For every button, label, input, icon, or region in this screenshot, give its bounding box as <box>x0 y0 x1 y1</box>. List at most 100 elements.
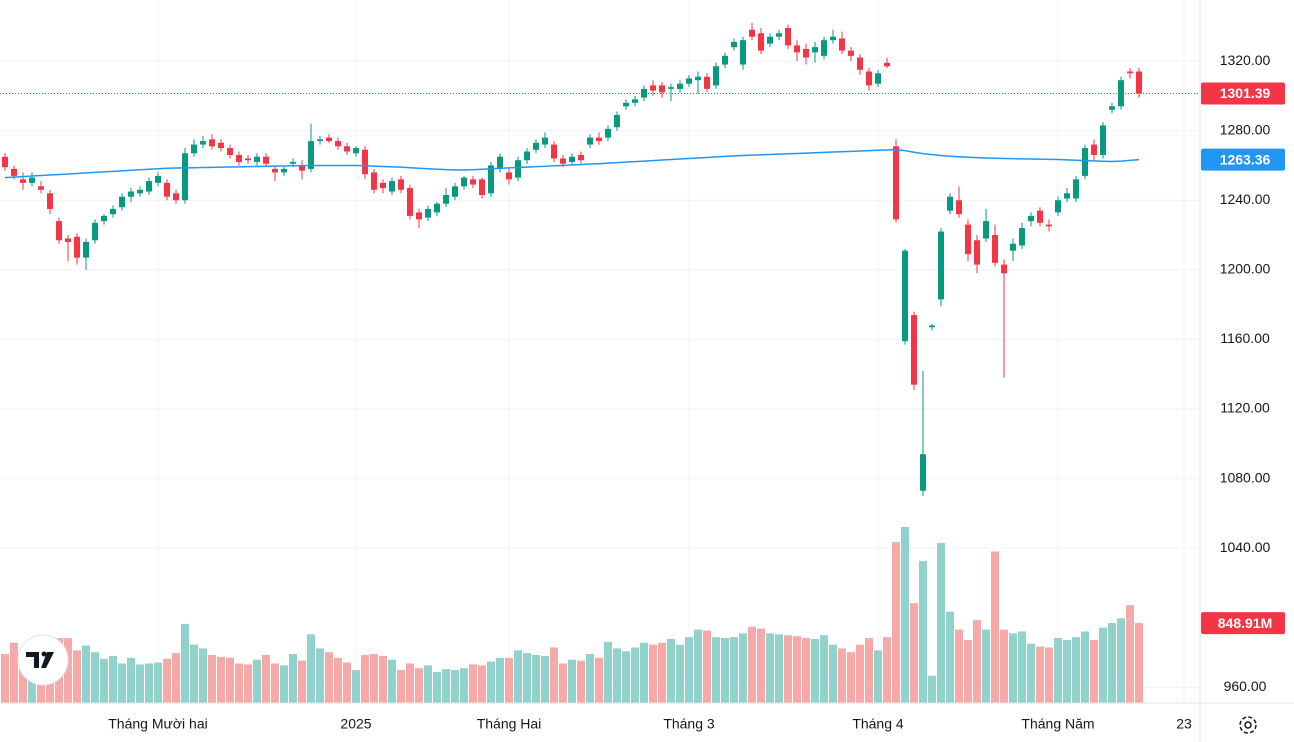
volume-bar <box>613 648 621 703</box>
candle-body <box>605 128 611 138</box>
volume-bar <box>910 603 918 703</box>
tradingview-logo[interactable] <box>17 634 69 686</box>
volume-bar <box>208 655 216 703</box>
candle-body <box>380 182 386 189</box>
volume-bar <box>127 657 135 703</box>
volume-bar <box>298 660 306 703</box>
volume-bar <box>136 664 144 703</box>
volume-bar <box>118 663 126 703</box>
volume-bar <box>100 658 108 703</box>
candle-body <box>1127 71 1133 74</box>
candle-body <box>569 156 575 162</box>
volume-bar <box>406 663 414 703</box>
candle-body <box>389 181 395 192</box>
volume-bar <box>712 637 720 703</box>
candle-body <box>866 71 872 86</box>
candle-body <box>1001 264 1007 274</box>
logo-circle[interactable] <box>17 634 69 686</box>
volume-bar <box>703 630 711 703</box>
candle-body <box>470 179 476 185</box>
candle-body <box>425 208 431 218</box>
volume-bar <box>469 664 477 703</box>
y-tick-label: 960.00 <box>1224 678 1267 694</box>
candle-body <box>596 137 602 142</box>
volume-bar <box>1009 633 1017 703</box>
volume-bar <box>865 638 873 703</box>
volume-bar <box>550 647 558 703</box>
volume-bar <box>1072 637 1080 703</box>
volume-bar <box>190 644 198 703</box>
volume-bar <box>334 657 342 703</box>
candle-body <box>1028 215 1034 222</box>
volume-bar <box>1000 629 1008 703</box>
candle-body <box>11 168 17 176</box>
x-tick-label: Tháng 4 <box>852 716 904 732</box>
volume-bar <box>73 650 81 703</box>
candle-body <box>893 146 899 220</box>
candle-body <box>83 241 89 258</box>
candle-body <box>560 158 566 164</box>
volume-bar <box>352 670 360 703</box>
candle-body <box>434 203 440 213</box>
logo-dot <box>41 651 47 657</box>
candle-body <box>623 102 629 107</box>
candle-body <box>740 40 746 65</box>
candle-body <box>281 168 287 173</box>
candle-body <box>461 177 467 187</box>
volume-bar <box>82 645 90 703</box>
volume-bar <box>253 659 261 703</box>
volume-bar <box>478 665 486 703</box>
x-tick-label: Tháng Mười hai <box>108 716 207 732</box>
candle-body <box>1019 228 1025 246</box>
candle-body <box>488 165 494 194</box>
candle-body <box>200 141 206 145</box>
candle-body <box>1064 193 1070 199</box>
volume-bar <box>217 656 225 703</box>
volume-bar <box>505 657 513 703</box>
candle-body <box>794 45 800 53</box>
candle-body <box>65 238 71 242</box>
candle-body <box>965 224 971 255</box>
volume-bar <box>262 655 270 703</box>
last-price-label-box <box>1201 82 1285 105</box>
y-tick-label: 1320.00 <box>1220 52 1271 68</box>
candle-body <box>542 137 548 145</box>
x-tick-label: Tháng Năm <box>1021 716 1094 732</box>
y-tick-label: 1120.00 <box>1220 400 1270 416</box>
candle-body <box>92 222 98 241</box>
volume-bar <box>721 638 729 703</box>
volume-bar <box>1018 631 1026 703</box>
candle-body <box>407 188 413 216</box>
candle-body <box>236 155 242 162</box>
moving-average-line <box>4 149 1140 179</box>
candle-body <box>533 142 539 150</box>
volume-bar <box>388 659 396 703</box>
candle-body <box>983 221 989 239</box>
volume-bar <box>640 642 648 703</box>
axes: 960.00 1040.00 1080.00 1120.00 1160.00 1200.0… <box>108 52 1285 732</box>
volume-bar <box>1117 618 1125 703</box>
volume-value-label: 848.91M <box>1218 615 1272 631</box>
candle-body <box>218 142 224 149</box>
y-tick-label: 1160.00 <box>1220 330 1270 346</box>
candle-body <box>1055 200 1061 213</box>
settings-button[interactable] <box>1239 716 1257 734</box>
candle-body <box>1010 243 1016 251</box>
candle-body <box>947 196 953 211</box>
volume-bar <box>19 650 27 703</box>
candle-body <box>362 149 368 175</box>
volume-bar <box>991 551 999 703</box>
volume-bar <box>1081 631 1089 703</box>
candle-body <box>749 29 755 37</box>
volume-value-label-box <box>1201 612 1285 635</box>
volume-bar <box>1 654 9 703</box>
volume-bar <box>964 639 972 703</box>
candle-body <box>1118 80 1124 107</box>
candle-body <box>497 156 503 169</box>
volume-bar <box>784 635 792 703</box>
volume-bar <box>1126 605 1134 703</box>
volume-bar <box>667 639 675 703</box>
candle-body <box>29 177 35 183</box>
volume-bar <box>1108 623 1116 703</box>
volume-bar <box>172 653 180 703</box>
